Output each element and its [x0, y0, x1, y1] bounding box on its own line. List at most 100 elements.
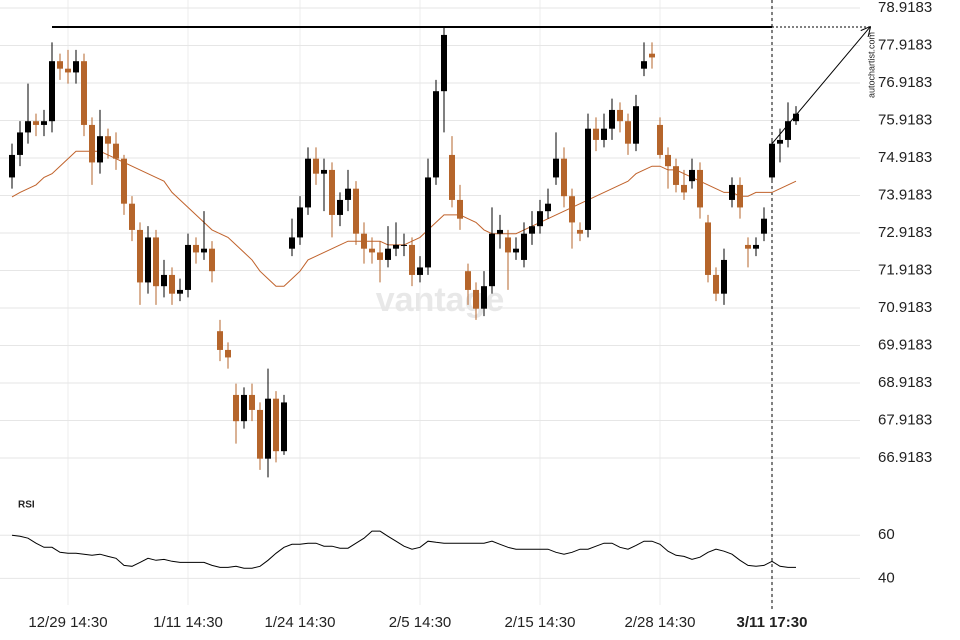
y-tick-label: 70.9183: [878, 299, 932, 316]
candle-body: [713, 274, 719, 294]
candle-body: [249, 394, 255, 410]
x-tick-label: 2/5 14:30: [389, 614, 452, 631]
y-tick-label: 67.9183: [878, 411, 932, 428]
y-tick-label: 73.9183: [878, 186, 932, 203]
candle-body: [521, 233, 527, 260]
candle-body: [577, 229, 583, 234]
candle-body: [601, 128, 607, 140]
candle-body: [625, 121, 631, 144]
candle-body: [289, 237, 295, 249]
candle-body: [681, 184, 687, 193]
candle-body: [641, 61, 647, 69]
candle-body: [145, 237, 151, 283]
candle-body: [305, 158, 311, 208]
candle-body: [129, 203, 135, 230]
candle-body: [737, 184, 743, 208]
candle-body: [753, 244, 759, 249]
candle-body: [689, 169, 695, 182]
candle-body: [369, 248, 375, 253]
candle-body: [649, 53, 655, 58]
candle-body: [345, 188, 351, 200]
candle-body: [593, 128, 599, 140]
x-tick-label: 2/28 14:30: [625, 614, 696, 631]
candle-body: [113, 143, 119, 159]
candle-body: [137, 229, 143, 283]
candle-body: [769, 143, 775, 178]
candle-body: [233, 394, 239, 422]
candle-body: [257, 409, 263, 459]
y-tick-label: 77.9183: [878, 36, 932, 53]
rsi-line: [11, 530, 796, 569]
candle-body: [361, 233, 367, 249]
candle-body: [617, 109, 623, 122]
candle-body: [481, 286, 487, 309]
candle-body: [441, 34, 447, 92]
candle-body: [73, 61, 79, 73]
y-tick-label: 68.9183: [878, 374, 932, 391]
candle-body: [777, 139, 783, 144]
candle-body: [337, 199, 343, 215]
y-tick-label: 75.9183: [878, 111, 932, 128]
x-tick-label: 2/15 14:30: [505, 614, 576, 631]
candle-body: [457, 199, 463, 219]
candle-body: [225, 349, 231, 358]
candle-body: [169, 274, 175, 294]
candle-body: [313, 158, 319, 174]
candle-body: [729, 184, 735, 200]
candle-body: [489, 233, 495, 287]
candle-body: [321, 169, 327, 174]
candle-body: [633, 106, 639, 144]
candle-body: [65, 68, 71, 73]
candle-body: [241, 394, 247, 422]
candle-body: [417, 267, 423, 275]
candle-body: [425, 177, 431, 268]
candle-body: [185, 244, 191, 290]
candle-body: [721, 259, 727, 294]
y-tick-label: 78.9183: [878, 0, 932, 16]
candle-body: [465, 271, 471, 290]
candle-body: [697, 169, 703, 208]
candle-body: [585, 128, 591, 230]
candle-body: [97, 136, 103, 163]
candle-body: [569, 196, 575, 223]
candle-body: [433, 91, 439, 178]
candle-body: [705, 222, 711, 275]
x-tick-label: 3/11 17:30: [737, 614, 808, 631]
candle-body: [545, 203, 551, 212]
candle-body: [41, 121, 47, 125]
y-tick-label: 76.9183: [878, 74, 932, 91]
candle-body: [385, 248, 391, 260]
y-tick-label: 60: [878, 526, 895, 543]
candle-body: [537, 211, 543, 227]
candle-body: [105, 136, 111, 144]
candle-body: [401, 244, 407, 246]
candle-body: [561, 158, 567, 197]
candle-body: [161, 274, 167, 287]
y-tick-label: 69.9183: [878, 336, 932, 353]
candle-body: [657, 124, 663, 155]
x-tick-label: 12/29 14:30: [28, 614, 107, 631]
candle-body: [193, 244, 199, 253]
candle-body: [25, 121, 31, 133]
candle-body: [273, 398, 279, 452]
candle-body: [209, 248, 215, 272]
candle-body: [265, 398, 271, 459]
candle-body: [81, 61, 87, 125]
candle-body: [329, 169, 335, 215]
candle-body: [121, 158, 127, 204]
candle-body: [513, 248, 519, 253]
y-tick-label: 72.9183: [878, 224, 932, 241]
candle-body: [281, 402, 287, 452]
y-tick-label: 66.9183: [878, 449, 932, 466]
candle-body: [201, 248, 207, 253]
candle-body: [529, 226, 535, 234]
candle-body: [793, 113, 799, 122]
candle-body: [409, 244, 415, 275]
y-tick-label: 74.9183: [878, 149, 932, 166]
candle-body: [393, 244, 399, 249]
candle-body: [609, 109, 615, 129]
x-tick-label: 1/11 14:30: [153, 614, 223, 631]
x-tick-label: 1/24 14:30: [265, 614, 336, 631]
candle-body: [745, 244, 751, 249]
